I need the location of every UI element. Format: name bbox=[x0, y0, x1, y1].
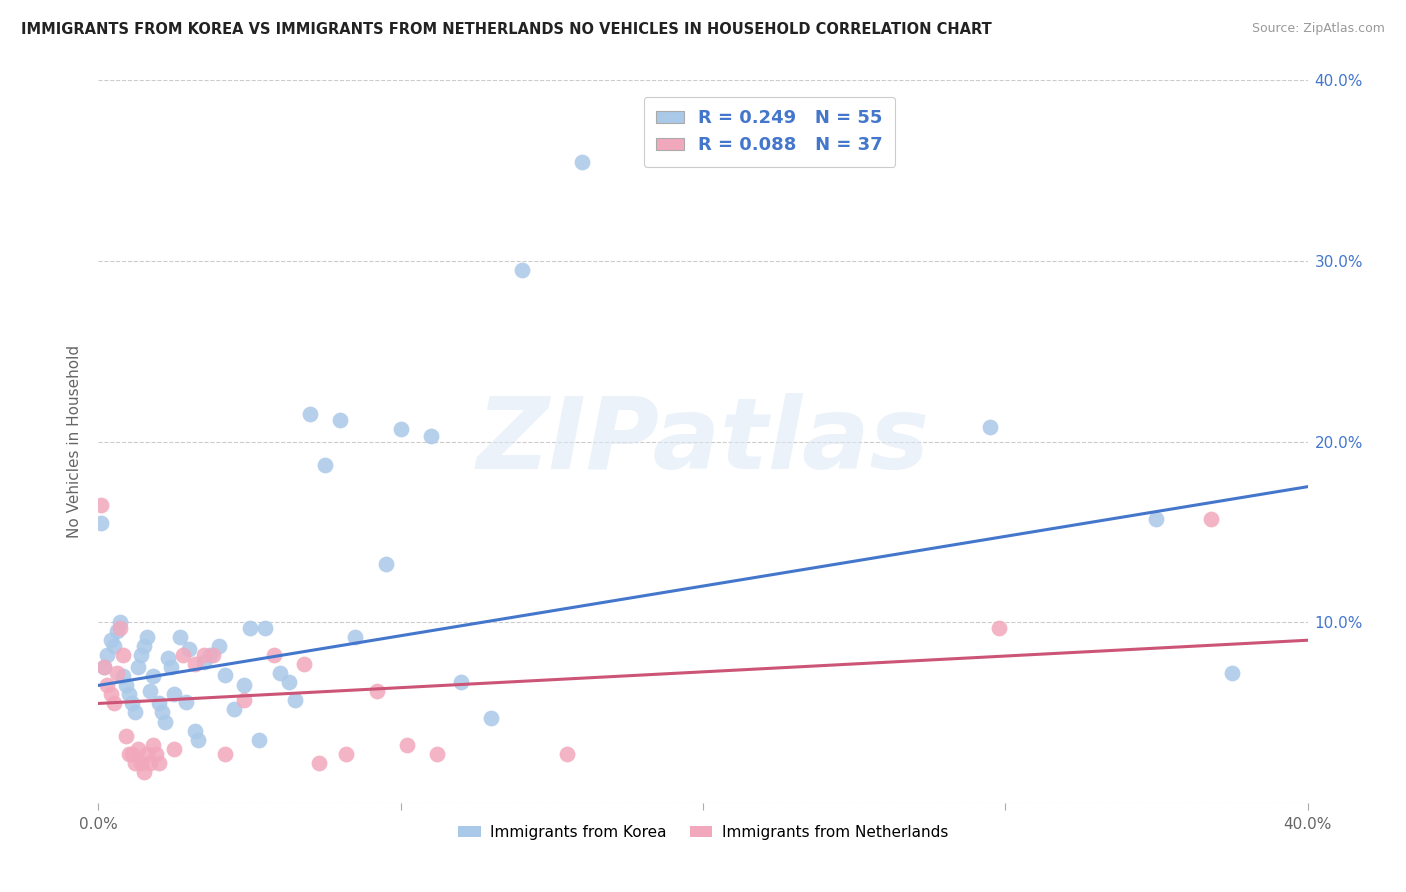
Point bbox=[90, 516, 112, 530]
Point bbox=[127, 660, 149, 674]
Point bbox=[139, 683, 162, 698]
Point bbox=[108, 621, 131, 635]
Point bbox=[555, 747, 578, 761]
Point bbox=[247, 732, 270, 747]
Point bbox=[450, 674, 472, 689]
Point bbox=[1199, 512, 1222, 526]
Point bbox=[114, 678, 136, 692]
Point bbox=[150, 706, 173, 720]
Point bbox=[299, 408, 322, 422]
Point bbox=[139, 756, 162, 770]
Point bbox=[124, 756, 146, 770]
Point bbox=[374, 558, 396, 572]
Point bbox=[179, 642, 201, 657]
Point bbox=[200, 648, 222, 662]
Point bbox=[395, 738, 418, 752]
Point bbox=[145, 747, 167, 761]
Point bbox=[232, 678, 254, 692]
Point bbox=[1220, 665, 1243, 680]
Point bbox=[426, 747, 449, 761]
Point bbox=[111, 648, 134, 662]
Point bbox=[90, 498, 112, 512]
Point bbox=[142, 669, 165, 683]
Point bbox=[292, 657, 315, 671]
Point bbox=[100, 687, 122, 701]
Point bbox=[127, 741, 149, 756]
Point bbox=[224, 702, 246, 716]
Point bbox=[96, 648, 118, 662]
Point bbox=[103, 639, 125, 653]
Point bbox=[510, 263, 533, 277]
Point bbox=[389, 422, 412, 436]
Point bbox=[105, 665, 128, 680]
Point bbox=[269, 665, 291, 680]
Point bbox=[135, 747, 157, 761]
Point bbox=[1144, 512, 1167, 526]
Point bbox=[129, 648, 152, 662]
Point bbox=[314, 458, 336, 472]
Point bbox=[208, 639, 231, 653]
Point bbox=[118, 747, 141, 761]
Point bbox=[111, 669, 134, 683]
Point bbox=[187, 732, 209, 747]
Point bbox=[163, 687, 186, 701]
Text: Source: ZipAtlas.com: Source: ZipAtlas.com bbox=[1251, 22, 1385, 36]
Text: IMMIGRANTS FROM KOREA VS IMMIGRANTS FROM NETHERLANDS NO VEHICLES IN HOUSEHOLD CO: IMMIGRANTS FROM KOREA VS IMMIGRANTS FROM… bbox=[21, 22, 991, 37]
Point bbox=[420, 429, 443, 443]
Point bbox=[156, 651, 179, 665]
Point bbox=[284, 693, 307, 707]
Point bbox=[239, 621, 262, 635]
Point bbox=[335, 747, 357, 761]
Point bbox=[135, 630, 157, 644]
Y-axis label: No Vehicles in Household: No Vehicles in Household bbox=[67, 345, 83, 538]
Point bbox=[108, 615, 131, 630]
Point bbox=[193, 655, 215, 669]
Text: ZIPatlas: ZIPatlas bbox=[477, 393, 929, 490]
Point bbox=[114, 729, 136, 743]
Point bbox=[121, 747, 143, 761]
Point bbox=[988, 621, 1011, 635]
Point bbox=[253, 621, 276, 635]
Point bbox=[329, 413, 352, 427]
Point bbox=[124, 706, 146, 720]
Point bbox=[118, 687, 141, 701]
Point bbox=[148, 697, 170, 711]
Point bbox=[308, 756, 330, 770]
Point bbox=[103, 697, 125, 711]
Point bbox=[193, 648, 215, 662]
Point bbox=[169, 630, 191, 644]
Point bbox=[172, 648, 194, 662]
Point bbox=[100, 633, 122, 648]
Point bbox=[184, 657, 207, 671]
Point bbox=[202, 648, 225, 662]
Point bbox=[160, 660, 183, 674]
Point bbox=[93, 660, 115, 674]
Point bbox=[163, 741, 186, 756]
Point bbox=[277, 674, 299, 689]
Point bbox=[174, 695, 197, 709]
Point bbox=[571, 154, 593, 169]
Point bbox=[344, 630, 367, 644]
Point bbox=[184, 723, 207, 738]
Point bbox=[121, 697, 143, 711]
Point bbox=[132, 765, 155, 780]
Point bbox=[105, 624, 128, 639]
Legend: Immigrants from Korea, Immigrants from Netherlands: Immigrants from Korea, Immigrants from N… bbox=[451, 819, 955, 846]
Point bbox=[979, 420, 1001, 434]
Point bbox=[232, 693, 254, 707]
Point bbox=[481, 711, 503, 725]
Point bbox=[153, 714, 176, 729]
Point bbox=[96, 678, 118, 692]
Point bbox=[214, 667, 236, 681]
Point bbox=[93, 660, 115, 674]
Point bbox=[263, 648, 285, 662]
Point bbox=[214, 747, 236, 761]
Point bbox=[366, 683, 388, 698]
Point bbox=[129, 756, 152, 770]
Point bbox=[142, 738, 165, 752]
Point bbox=[132, 639, 155, 653]
Point bbox=[148, 756, 170, 770]
